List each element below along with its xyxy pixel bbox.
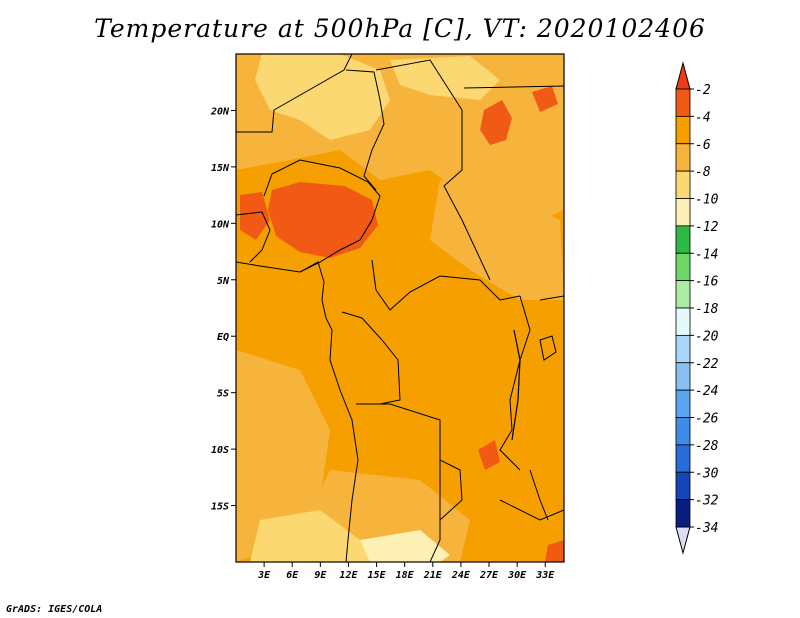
colorbar-swatch (675, 334, 691, 364)
colorbar-label: -16 (695, 275, 719, 290)
x-tick-label: 33E (535, 570, 555, 581)
border-west-small (236, 211, 271, 263)
colorbar-swatch (675, 280, 691, 309)
field-zone-warm-west (240, 192, 270, 240)
field-zone-ne-yellow (390, 56, 500, 100)
country-borders (236, 54, 564, 562)
colorbar-label: -26 (695, 412, 719, 427)
colorbar-swatch (675, 499, 691, 528)
x-axis-ticks: 3E 6E 9E 12E 15E 18E 21E 24E 27E 30E 33E (257, 562, 555, 581)
field-zone-warm-se (478, 440, 500, 470)
lake-tanganyika (511, 329, 521, 441)
y-tick-label: 5N (217, 276, 230, 287)
colorbar-label: -28 (695, 439, 719, 454)
y-tick-label: 5S (217, 389, 229, 400)
colorbar-swatch (675, 362, 691, 391)
field-zone-sahara-yellow (255, 54, 390, 140)
colorbar-label: -22 (695, 357, 719, 372)
colorbar-label: -24 (695, 384, 718, 399)
x-tick-label: 30E (507, 570, 527, 581)
border-car (371, 259, 521, 311)
x-tick-label: 6E (286, 570, 299, 581)
chart-title: Temperature at 500hPa [C], VT: 202010240… (94, 14, 706, 43)
colorbar-swatch (675, 115, 691, 145)
x-tick-label: 24E (451, 570, 471, 581)
y-tick-label: 10N (211, 219, 230, 230)
colorbar-top-arrow (675, 61, 691, 90)
colorbar-swatch (675, 170, 691, 199)
x-tick-label: 27E (479, 570, 499, 581)
colorbar-label: -34 (695, 521, 718, 536)
colorbar-swatch (675, 88, 691, 117)
x-tick-label: 9E (314, 570, 327, 581)
y-tick-label: 20N (210, 106, 230, 117)
colorbar-label: -30 (695, 466, 719, 481)
field-zone-east-light (430, 180, 564, 300)
colorbar-swatch (675, 307, 691, 336)
colorbar-swatch (675, 389, 691, 418)
border-east-1 (499, 295, 531, 471)
border-angola-zambia (429, 460, 441, 562)
colorbar-swatch (675, 225, 691, 254)
border-east-3 (539, 295, 564, 301)
y-tick-label: 10S (211, 445, 229, 456)
colorbar-label: -4 (695, 110, 711, 125)
grads-credit: GrADS: IGES/COLA (6, 604, 103, 615)
border-east-2 (463, 85, 564, 89)
y-tick-label: EQ (217, 332, 229, 343)
colorbar-label: -18 (695, 302, 719, 317)
field-zone-warm-corner (545, 540, 564, 562)
colorbar-swatch (675, 471, 691, 501)
colorbar-label: -12 (695, 220, 719, 235)
field-zone-warm-east (480, 100, 512, 145)
colorbar: -2 -4 -6 -8 -10 -12 -14 -16 -18 -20 -22 -24 -26 -28 -3… (675, 61, 719, 555)
field-zone-warm-center (268, 182, 378, 258)
y-tick-label: 15N (211, 163, 230, 174)
border-sahara-north (236, 54, 353, 133)
field-zone-s-yellow (360, 530, 450, 562)
colorbar-label: -2 (695, 83, 711, 98)
lake-malawi (529, 469, 549, 521)
colorbar-label: -14 (695, 247, 718, 262)
x-tick-label: 3E (257, 570, 271, 581)
colorbar-label: -32 (695, 494, 719, 509)
border-nigeria (263, 159, 381, 273)
border-niger-chad (345, 69, 385, 191)
colorbar-label: -10 (695, 193, 719, 208)
temperature-field (236, 54, 564, 562)
colorbar-label: -6 (695, 138, 711, 153)
map-frame (235, 53, 565, 563)
colorbar-label: -8 (695, 165, 711, 180)
colorbar-swatch (675, 252, 691, 282)
x-tick-label: 12E (339, 570, 358, 581)
lake-victoria (539, 335, 557, 361)
colorbar-bottom-arrow (675, 526, 691, 555)
colorbar-swatch (675, 143, 691, 172)
y-tick-label: 15S (211, 502, 229, 513)
colorbar-swatch (675, 198, 691, 227)
colorbar-swatch (675, 444, 691, 473)
field-zone-west-light (236, 350, 330, 562)
x-tick-label: 15E (368, 570, 387, 581)
x-tick-label: 18E (396, 570, 415, 581)
colorbar-swatch (675, 417, 691, 446)
border-east-4 (499, 499, 564, 521)
y-axis-ticks: 20N 15N 10N 5N EQ 5S 10S 15S (210, 106, 236, 513)
x-tick-label: 21E (423, 570, 443, 581)
field-zone-warm-ne (532, 86, 558, 112)
border-chad-sudan (375, 59, 491, 281)
colorbar-label: -20 (695, 329, 719, 344)
